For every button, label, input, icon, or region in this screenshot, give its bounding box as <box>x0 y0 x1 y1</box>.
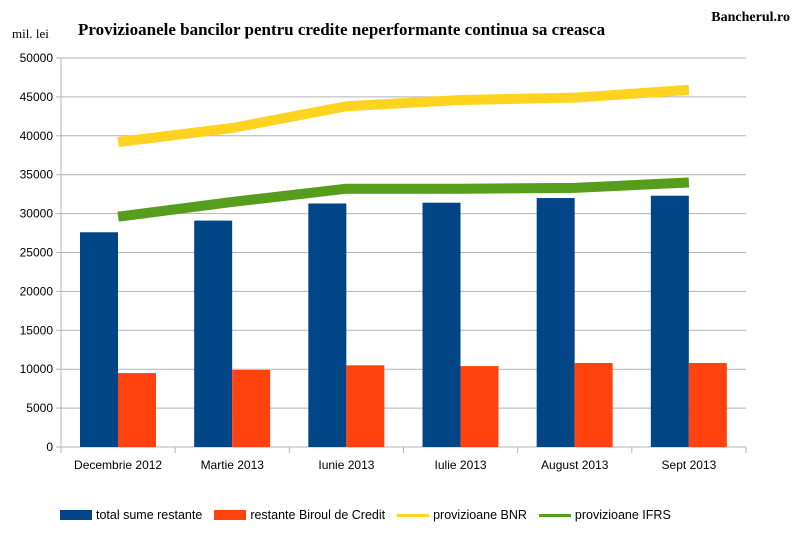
chart-title: Provizioanele bancilor pentru credite ne… <box>78 20 606 39</box>
series-lines <box>117 84 690 222</box>
bar <box>460 366 499 447</box>
y-tick-label: 20000 <box>20 284 54 298</box>
y-tick-label: 35000 <box>20 168 54 182</box>
y-tick-label: 10000 <box>20 362 54 376</box>
legend-swatch <box>397 513 430 517</box>
legend-item-total-sume-restante: total sume restante <box>60 508 202 522</box>
y-tick-label: 30000 <box>20 207 54 221</box>
legend-label: restante Biroul de Credit <box>250 508 386 522</box>
y-tick-label: 25000 <box>20 246 54 260</box>
bar <box>232 369 271 447</box>
legend-label: provizioane BNR <box>433 508 527 522</box>
legend: total sume restante restante Biroul de C… <box>60 508 683 522</box>
legend-item-provizioane-bnr: provizioane BNR <box>397 508 527 522</box>
legend-swatch <box>60 510 92 520</box>
bar <box>308 203 347 447</box>
bar <box>118 373 156 447</box>
bar <box>650 195 689 447</box>
bar <box>194 220 233 447</box>
legend-label: total sume restante <box>96 508 203 522</box>
bars <box>80 195 727 447</box>
legend-item-restante-biroul-de-credit: restante Biroul de Credit <box>214 508 385 522</box>
y-tick-label: 50000 <box>20 51 54 65</box>
legend-swatch <box>538 513 571 517</box>
gridlines <box>56 57 746 452</box>
series-line <box>117 84 690 147</box>
x-tick-label: Sept 2013 <box>662 458 717 472</box>
x-tick-label: Iunie 2013 <box>318 458 374 472</box>
legend-swatch <box>214 510 247 520</box>
x-axis: Decembrie 2012 Martie 2013 Iunie 2013 Iulie… <box>60 447 747 472</box>
y-tick-label: 5000 <box>26 401 53 415</box>
brand-label: Bancherul.ro <box>711 10 790 25</box>
y-axis-unit-label: mil. lei <box>12 26 49 41</box>
legend-label: provizioane IFRS <box>574 508 671 522</box>
y-tick-label: 15000 <box>20 323 54 337</box>
bar <box>80 232 118 447</box>
x-tick-label: Martie 2013 <box>201 458 265 472</box>
bar <box>536 198 575 447</box>
y-tick-label: 45000 <box>20 90 54 104</box>
y-axis-ticks: 0 5000 10000 15000 20000 25000 30000 35000 40000… <box>20 51 54 454</box>
y-tick-label: 40000 <box>20 129 54 143</box>
bar <box>422 202 461 447</box>
x-tick-label: Iulie 2013 <box>435 458 487 472</box>
bar <box>346 365 385 447</box>
bar <box>574 362 613 447</box>
series-line <box>117 177 690 222</box>
legend-item-provizioane-ifrs: provizioane IFRS <box>538 508 671 522</box>
x-tick-label: August 2013 <box>541 458 609 472</box>
y-tick-label: 0 <box>46 440 53 454</box>
x-tick-label: Decembrie 2012 <box>74 458 162 472</box>
bar <box>688 362 727 447</box>
